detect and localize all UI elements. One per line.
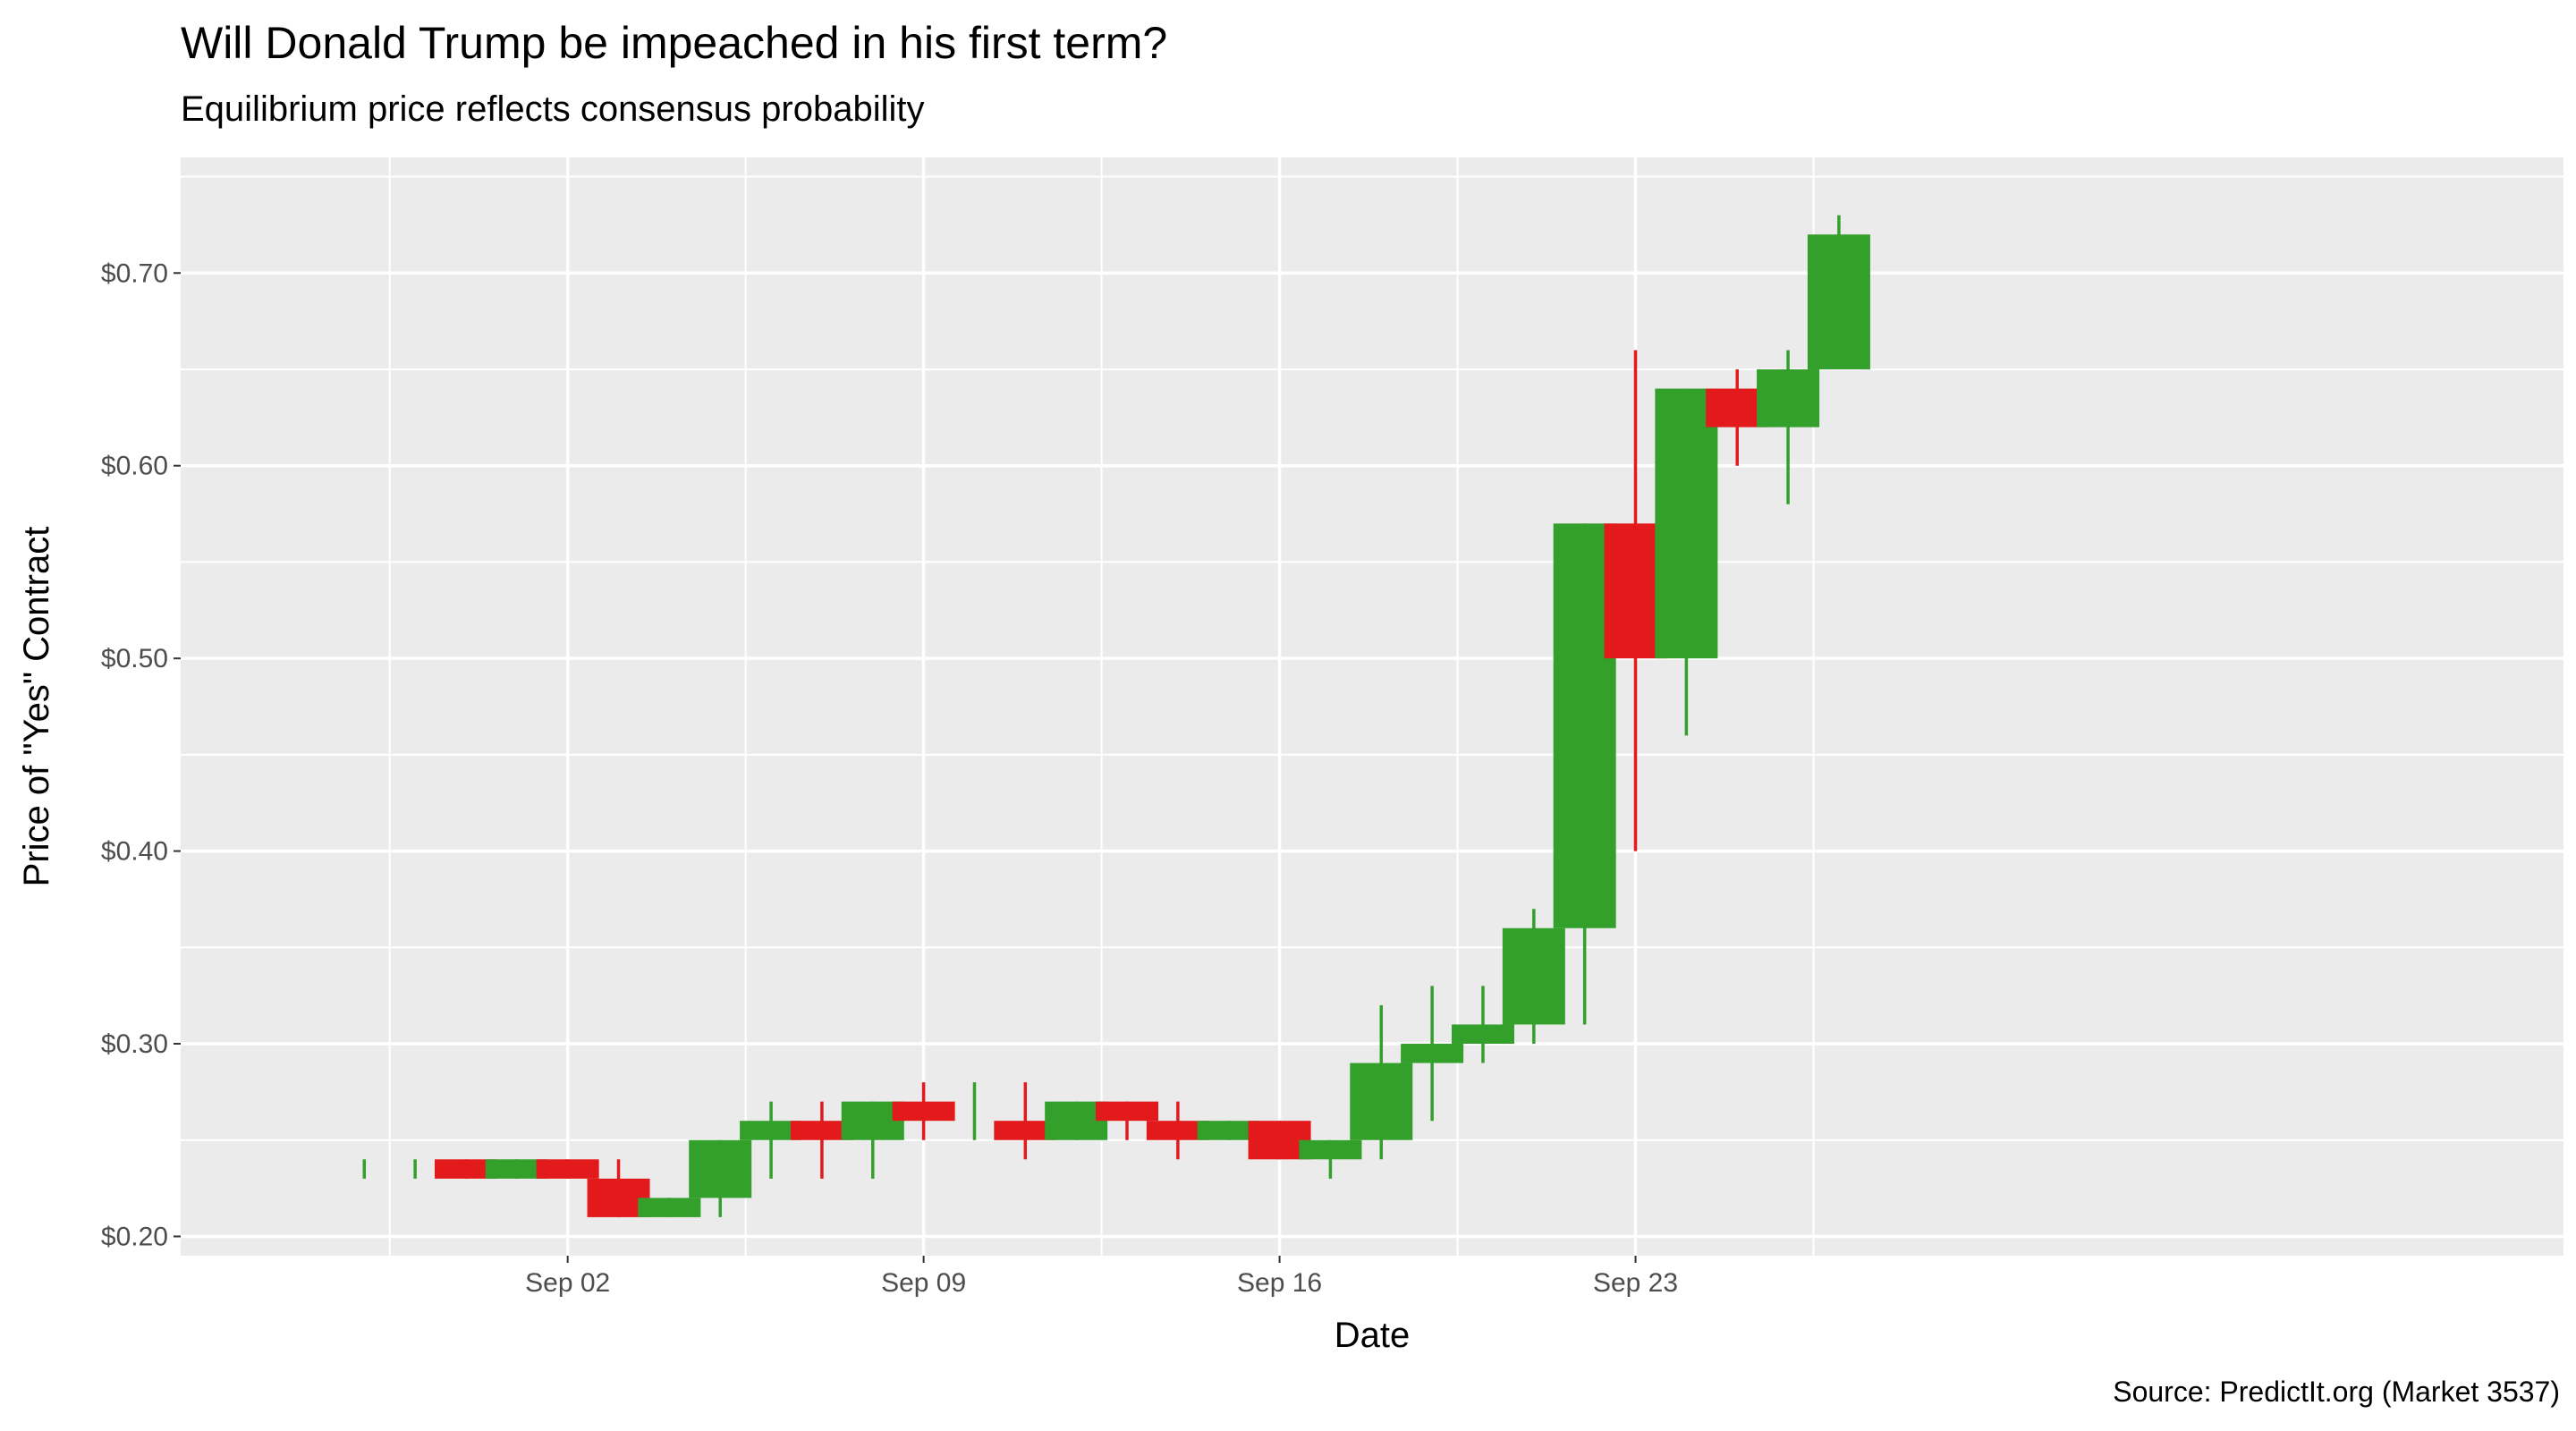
candle-body <box>1096 1101 1159 1122</box>
candle-body <box>1299 1139 1362 1160</box>
major-gridlines-y <box>181 271 2563 1239</box>
candle <box>1197 1121 1260 1140</box>
candle-body <box>536 1159 599 1179</box>
y-tick-label: $0.30 <box>101 1029 168 1059</box>
candle <box>892 1082 955 1140</box>
candle <box>1401 986 1464 1122</box>
candle <box>1299 1139 1362 1179</box>
candle-body <box>1401 1044 1464 1063</box>
y-axis-title: Price of "Yes" Contract <box>17 527 56 887</box>
candle <box>638 1198 701 1217</box>
candle <box>790 1101 853 1179</box>
candle <box>1350 1004 1413 1160</box>
minor-gridlines-x <box>388 157 1815 1256</box>
candle <box>740 1101 803 1179</box>
y-axis: $0.20 $0.30 $0.40 $0.50 $0.60 $0.70 <box>101 258 181 1251</box>
candle <box>1502 909 1565 1045</box>
candle-body <box>994 1121 1057 1140</box>
candle <box>1146 1101 1209 1160</box>
candles <box>362 215 1870 1217</box>
candle-body <box>1655 388 1718 659</box>
candle-body <box>638 1198 701 1217</box>
source-caption: Source: PredictIt.org (Market 3537) <box>2113 1376 2560 1408</box>
chart-title: Will Donald Trump be impeached in his fi… <box>181 18 1168 68</box>
y-tick-label: $0.40 <box>101 837 168 867</box>
candle <box>1655 388 1718 736</box>
candle <box>1807 215 1870 369</box>
candle <box>485 1159 548 1179</box>
candle-body <box>1807 234 1870 369</box>
minor-gridlines-y <box>181 175 2563 1141</box>
y-tick-label: $0.60 <box>101 452 168 481</box>
candle-body <box>740 1121 803 1140</box>
x-tick-label: Sep 16 <box>1237 1268 1322 1298</box>
candle-body <box>485 1159 548 1179</box>
candle-body <box>1146 1121 1209 1140</box>
chart-subtitle: Equilibrium price reflects consensus pro… <box>181 89 925 129</box>
candle-body <box>1197 1121 1260 1140</box>
candle <box>1757 350 1820 504</box>
candle <box>1451 986 1514 1063</box>
y-tick-label: $0.50 <box>101 644 168 673</box>
candle-body <box>1451 1024 1514 1045</box>
candle-body <box>1757 368 1820 428</box>
candle-body <box>1502 927 1565 1025</box>
x-axis: Sep 02 Sep 09 Sep 16 Sep 23 <box>525 1256 1678 1298</box>
candle-body <box>790 1121 853 1140</box>
x-axis-title: Date <box>1335 1316 1411 1355</box>
y-tick-label: $0.70 <box>101 258 168 288</box>
candle <box>994 1082 1057 1160</box>
y-tick-label: $0.20 <box>101 1222 168 1251</box>
x-tick-label: Sep 23 <box>1593 1268 1678 1298</box>
candle-body <box>434 1159 497 1179</box>
candle <box>1096 1101 1159 1140</box>
x-tick-label: Sep 09 <box>881 1268 966 1298</box>
x-tick-label: Sep 02 <box>525 1268 610 1298</box>
candle-body <box>892 1101 955 1122</box>
candle-body <box>689 1139 752 1198</box>
candle <box>536 1159 599 1179</box>
candle-body <box>1350 1063 1413 1140</box>
candle <box>689 1139 752 1217</box>
candle <box>434 1159 497 1179</box>
